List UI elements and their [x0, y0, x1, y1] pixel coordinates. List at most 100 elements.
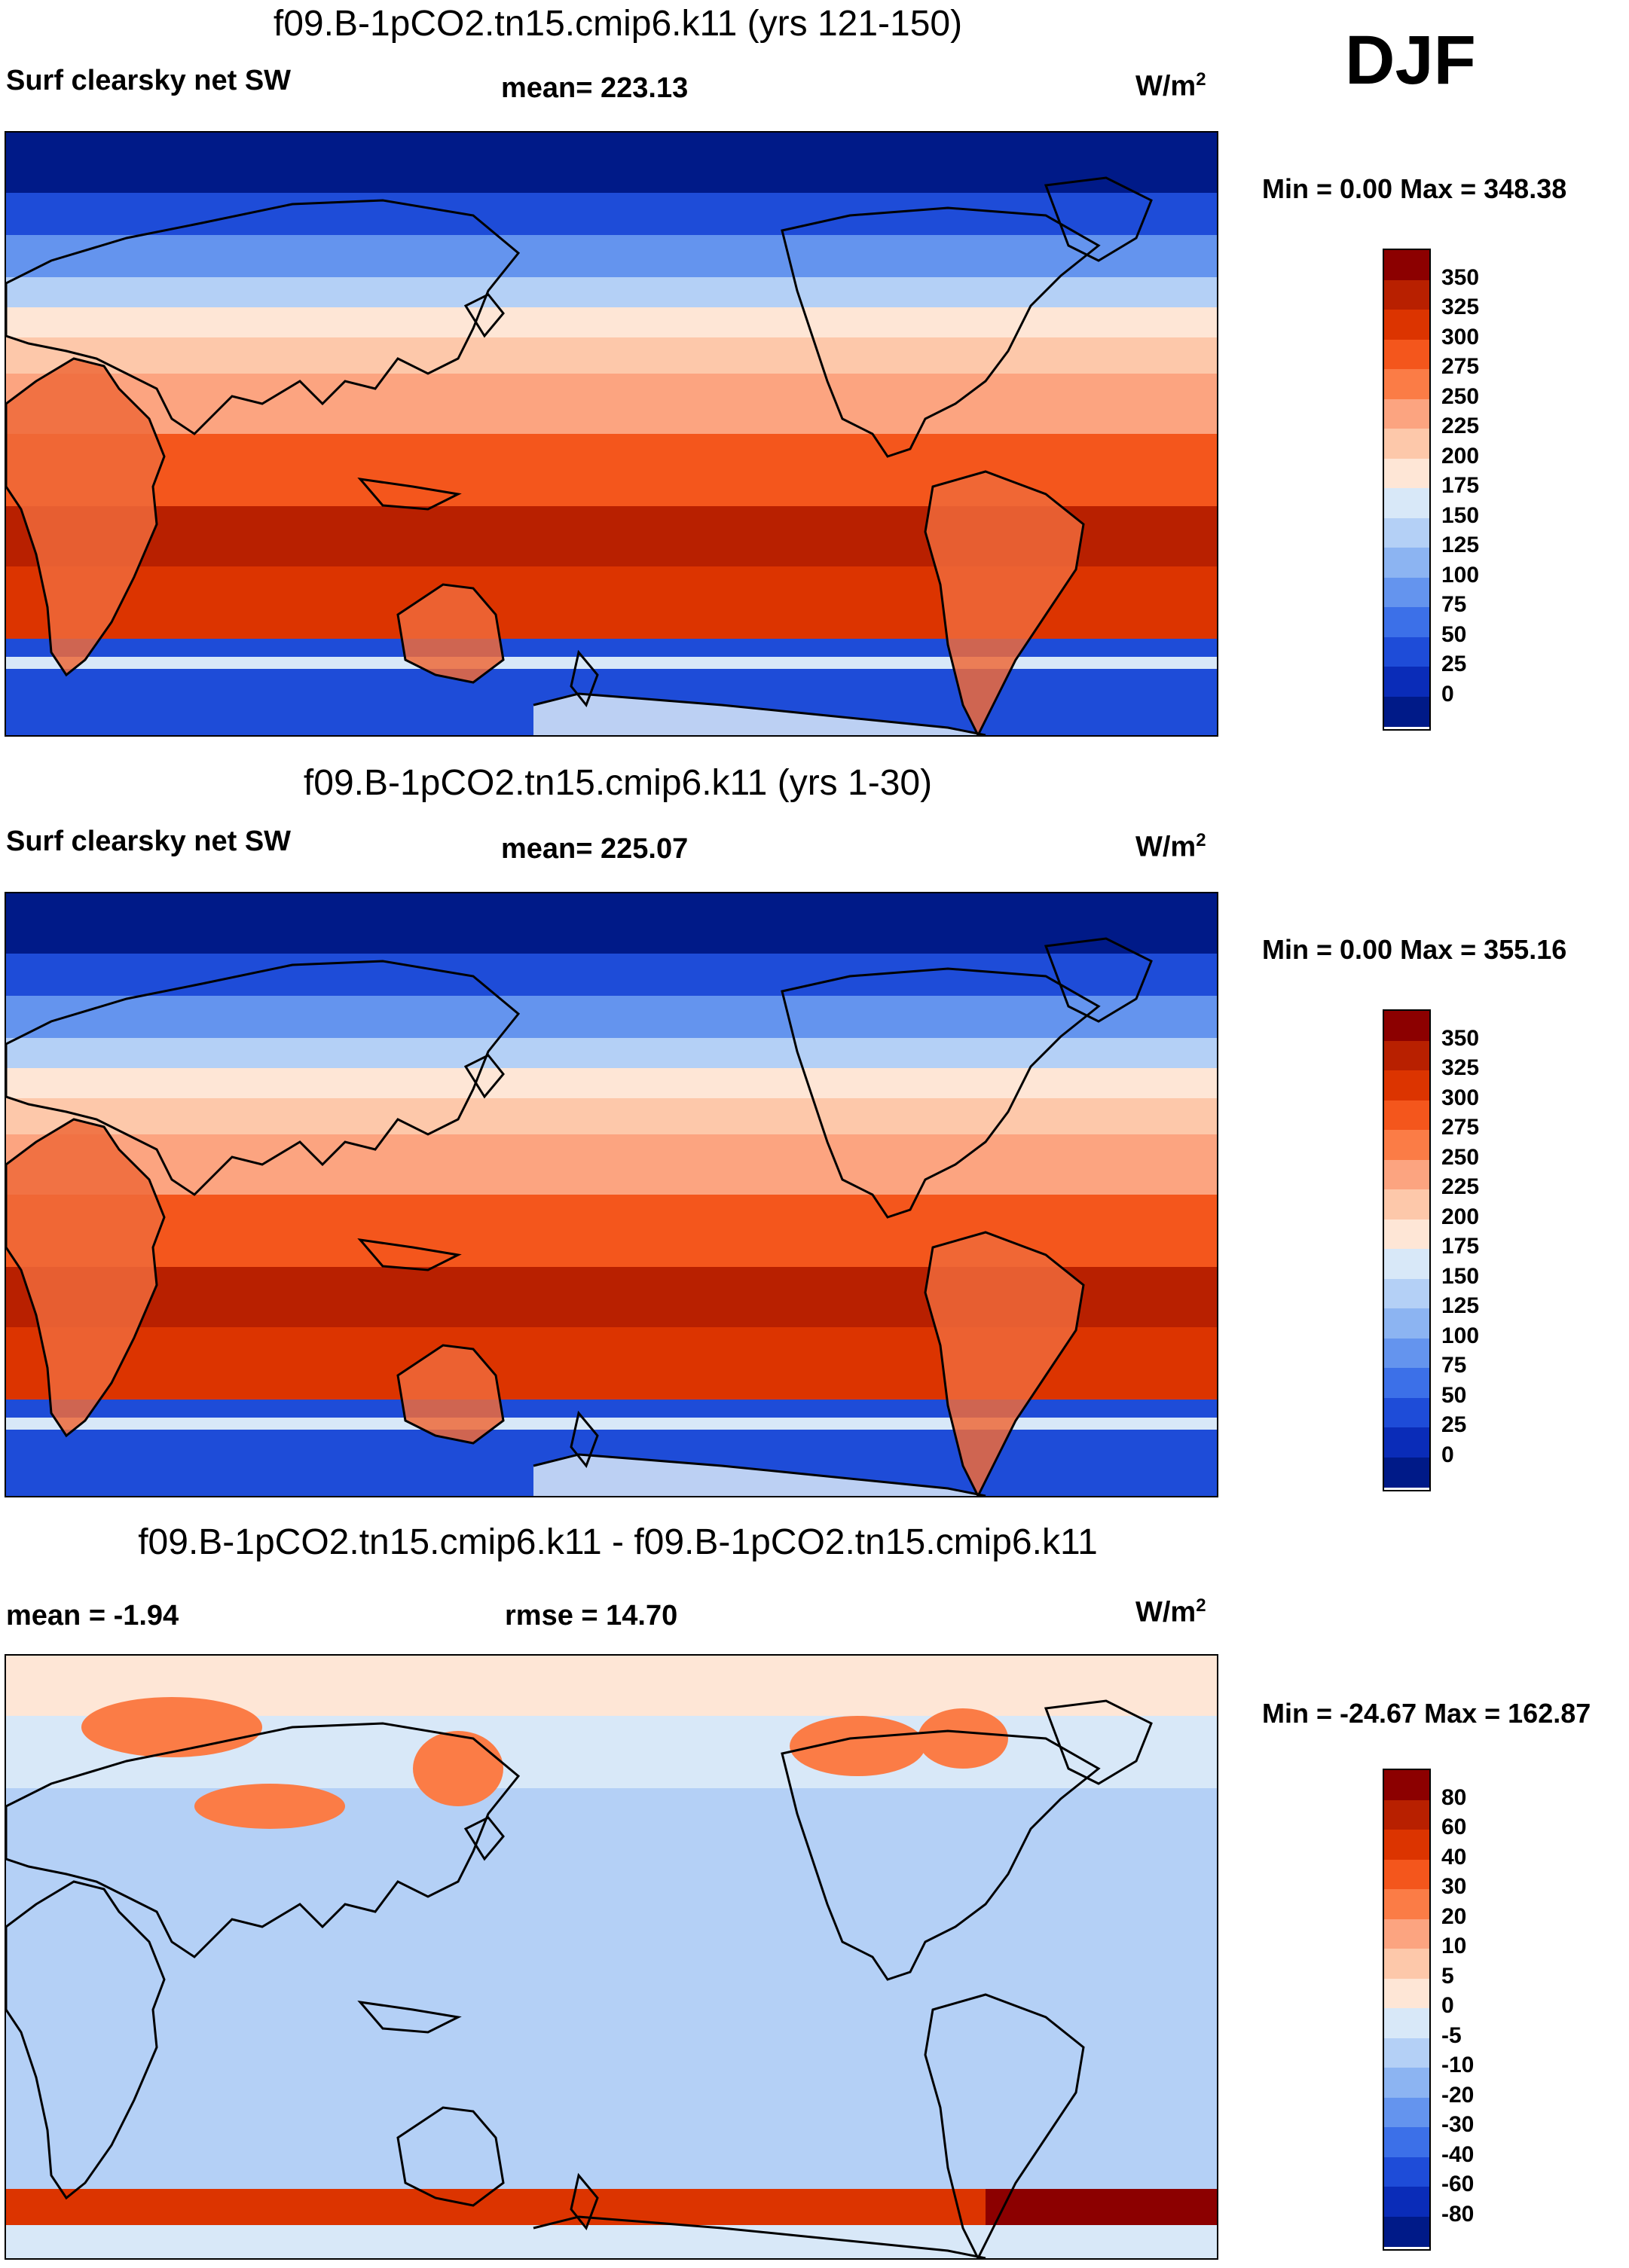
japan-coast — [463, 293, 505, 338]
zonal-band — [6, 235, 1217, 277]
colorbar-tick-label: 125 — [1441, 1293, 1480, 1318]
zonal-band — [6, 277, 1217, 307]
colorbar-swatch — [1384, 1918, 1429, 1949]
colorbar-swatch — [1384, 1249, 1429, 1279]
colorbar-swatch — [1384, 398, 1429, 429]
panel-1-units-label: W/m2 — [1135, 69, 1206, 102]
eurasia-coast — [6, 1722, 521, 1958]
colorbar-swatch — [1384, 488, 1429, 518]
colorbar-swatch — [1384, 279, 1429, 310]
colorbar-tick-label: -5 — [1441, 2022, 1462, 2048]
colorbar-swatch — [1384, 1397, 1429, 1428]
panel-3-minmax: Min = -24.67 Max = 162.87 — [1262, 1698, 1591, 1729]
colorbar-swatch — [1384, 2068, 1429, 2098]
colorbar-tick-label: -30 — [1441, 2112, 1475, 2137]
colorbar-tick-label: 225 — [1441, 414, 1480, 438]
greenland-coast — [1044, 1699, 1153, 1785]
colorbar-tick-label: -80 — [1441, 2201, 1475, 2227]
nz-coast — [570, 2172, 599, 2230]
zonal-band — [6, 1134, 1217, 1195]
africa-coast — [6, 1118, 166, 1438]
zonal-band — [6, 374, 1217, 434]
colorbar-swatch — [1384, 429, 1429, 459]
colorbar-swatch — [1384, 2097, 1429, 2128]
colorbar-swatch — [1384, 2216, 1429, 2247]
colorbar-swatch — [1384, 1799, 1429, 1830]
panel-1-land — [6, 359, 1083, 735]
colorbar-tick-label: 350 — [1441, 1025, 1480, 1051]
zonal-band — [6, 1098, 1217, 1134]
panel-2-map-svg — [6, 893, 1217, 1496]
colorbar-tick-label: -10 — [1441, 2053, 1475, 2077]
antarctic-edge-band — [6, 1418, 1217, 1430]
colorbar-tick-label: 250 — [1441, 1144, 1480, 1170]
australia-coast — [396, 1344, 505, 1445]
panel-2-coastlines — [6, 937, 1153, 1496]
warm-anomaly — [413, 1731, 503, 1806]
colorbar-swatch — [1384, 636, 1429, 667]
warm-anomaly — [194, 1784, 345, 1829]
colorbar-swatch — [1384, 607, 1429, 637]
colorbar-tick-label: 60 — [1441, 1815, 1467, 1839]
australia-coast — [396, 2106, 505, 2207]
zonal-band — [6, 893, 1217, 954]
colorbar-swatch — [1384, 1011, 1429, 1041]
colorbar-swatch — [1384, 577, 1429, 608]
panel-1-zonal-bands — [6, 133, 1217, 735]
panel-1-variable-label: Surf clearsky net SW — [6, 65, 292, 96]
panel-3-mean-label: mean = -1.94 — [6, 1600, 179, 1632]
colorbar-tick-label: 100 — [1441, 1323, 1480, 1348]
japan-coast — [463, 1054, 505, 1099]
australia-land — [398, 585, 503, 682]
colorbar-tick-label: 10 — [1441, 1934, 1467, 1958]
colorbar-tick-label: 225 — [1441, 1174, 1480, 1199]
warm-anomaly — [790, 1716, 925, 1776]
colorbar-swatch — [1384, 1130, 1429, 1160]
panel-2-minmax: Min = 0.00 Max = 355.16 — [1262, 934, 1567, 965]
colorbar-swatch — [1384, 548, 1429, 578]
zonal-band — [6, 1038, 1217, 1068]
colorbar-tick-label: 275 — [1441, 1115, 1480, 1140]
colorbar-tick-label: 175 — [1441, 1234, 1480, 1259]
colorbar-tick-label: 25 — [1441, 1412, 1467, 1437]
colorbar-swatch — [1384, 310, 1429, 340]
colorbar-tick-label: 150 — [1441, 1263, 1480, 1289]
colorbar-swatch — [1384, 2127, 1429, 2157]
panel-2-colorbar — [1383, 1009, 1431, 1491]
colorbar-tick-label: 150 — [1441, 502, 1480, 528]
south-america-land — [925, 472, 1083, 735]
colorbar-tick-label: 200 — [1441, 1204, 1480, 1229]
zonal-band — [6, 133, 1217, 193]
panel-3-rmse-label: rmse = 14.70 — [505, 1600, 678, 1632]
colorbar-tick-label: 5 — [1441, 1963, 1454, 1989]
colorbar-tick-label: -60 — [1441, 2172, 1475, 2196]
colorbar-swatch — [1384, 1338, 1429, 1369]
season-label: DJF — [1345, 22, 1476, 99]
colorbar-swatch — [1384, 1278, 1429, 1309]
panel-1-map — [5, 131, 1218, 737]
panel-3-coastlines — [6, 1699, 1153, 2258]
colorbar-swatch — [1384, 2038, 1429, 2068]
namerica-coast — [781, 1729, 1101, 1981]
colorbar-swatch — [1384, 696, 1429, 727]
colorbar-swatch — [1384, 1949, 1429, 1979]
greenland-coast — [1044, 937, 1153, 1023]
zonal-band — [6, 337, 1217, 374]
colorbar-swatch — [1384, 667, 1429, 697]
colorbar-swatch — [1384, 1040, 1429, 1071]
australia-coast — [396, 583, 505, 684]
colorbar-tick-label: 175 — [1441, 473, 1480, 498]
africa-coast — [6, 1880, 166, 2200]
nz-coast — [570, 649, 599, 707]
colorbar-tick-label: 25 — [1441, 652, 1467, 676]
colorbar-swatch — [1384, 1427, 1429, 1458]
colorbar-swatch — [1384, 1219, 1429, 1250]
indonesia-coast — [357, 1238, 462, 1271]
panel-1-map-svg — [6, 133, 1217, 735]
panel-2-units-label: W/m2 — [1135, 830, 1206, 863]
panel-3-zonal-bands — [6, 1656, 1217, 2258]
colorbar-tick-label: 300 — [1441, 1085, 1480, 1110]
indonesia-coast — [357, 477, 462, 511]
colorbar-tick-label: 0 — [1441, 1442, 1454, 1467]
colorbar-swatch — [1384, 1100, 1429, 1131]
